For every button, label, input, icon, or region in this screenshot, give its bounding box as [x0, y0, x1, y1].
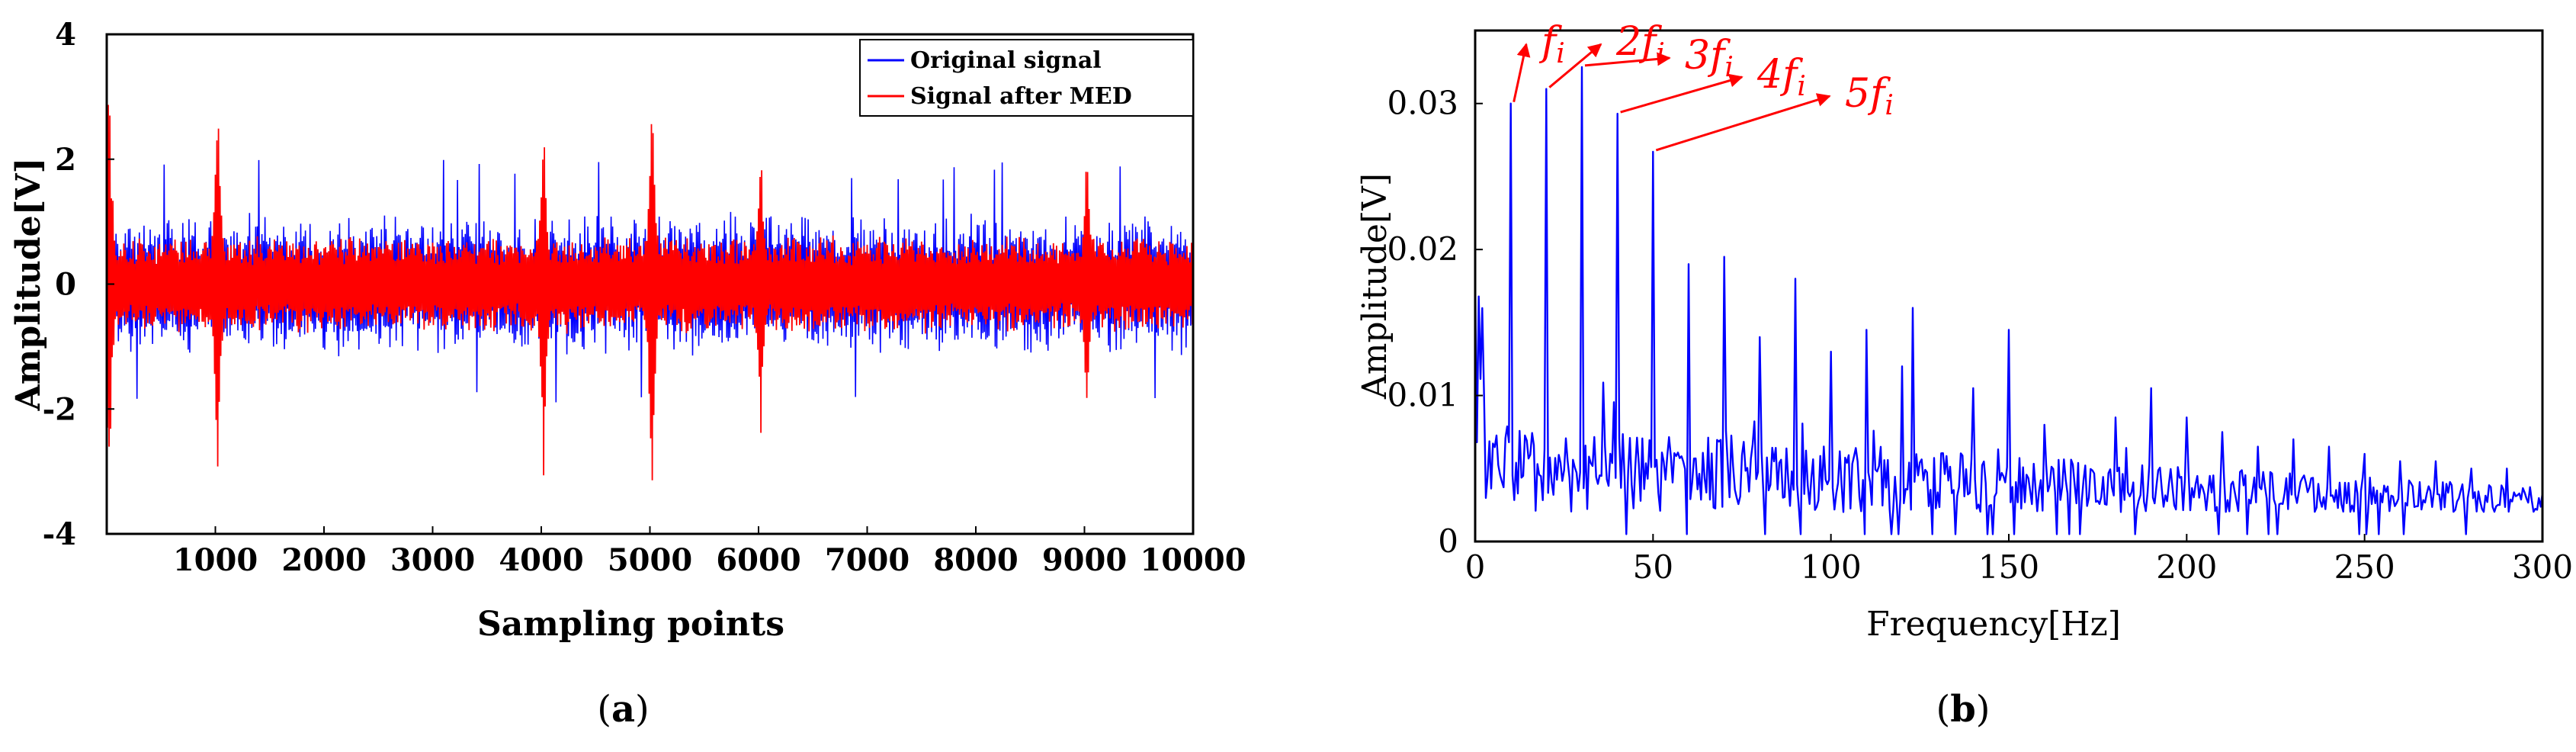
panel-b-plot-area — [1474, 66, 2544, 535]
x-tick-label: 5000 — [608, 542, 692, 578]
panel-a-letter: a — [611, 688, 635, 731]
legend-box — [859, 39, 1194, 117]
annotation-label: 5fi — [1845, 71, 1894, 121]
annotation-arrow — [1548, 43, 1602, 88]
y-tick-label: -2 — [43, 391, 76, 427]
x-tick-label: 300 — [2512, 548, 2573, 586]
panel-b-ticks: 0 50 100 150 200 250 300 0 0.01 0.02 0.03 — [1387, 85, 2573, 586]
x-tick-label: 200 — [2156, 548, 2217, 586]
panel-b-letter: b — [1950, 688, 1976, 731]
y-tick-label: 0.03 — [1387, 85, 1458, 122]
panel-a: 1000 2000 3000 4000 5000 6000 7000 8000 9000 1000… — [9, 17, 1246, 731]
x-tick-label: 100 — [1801, 548, 1862, 586]
annotation-arrow — [1620, 73, 1744, 114]
panel-b-x-axis-label: Frequency[Hz] — [1866, 605, 2121, 644]
annotation-subscript: i — [1724, 52, 1734, 83]
x-tick-label: 1000 — [173, 542, 258, 578]
legend-entry-original-signal: Original signal — [910, 47, 1102, 74]
panel-b-caption: (b) — [1936, 688, 1990, 731]
panel-b-harmonic-annotations: fi 2fi 3fi 4fi 5fi — [1513, 19, 1894, 152]
x-tick-label: 8000 — [933, 542, 1018, 578]
x-tick-label: 4000 — [499, 542, 583, 578]
panel-a-ticks: 1000 2000 3000 4000 5000 6000 7000 8000 9000 1000… — [43, 17, 1246, 578]
panel-a-caption: (a) — [597, 688, 650, 731]
y-tick-label: -4 — [43, 516, 76, 552]
panel-b-y-axis-label: Amplitude[V] — [1355, 173, 1394, 400]
y-tick-label: 0 — [55, 267, 76, 303]
annotation-arrow — [1655, 93, 1831, 152]
panel-a-y-axis-label: Amplitude[V] — [9, 158, 48, 412]
x-tick-label: 2000 — [281, 542, 366, 578]
panel-a-x-axis-label: Sampling points — [477, 605, 784, 644]
x-tick-label: 7000 — [825, 542, 909, 578]
annotation-label: fi — [1538, 19, 1565, 69]
x-tick-label: 0 — [1465, 548, 1486, 586]
annotation-label: 3fi — [1685, 33, 1734, 83]
y-tick-label: 2 — [55, 142, 76, 178]
legend-entry-signal-after-med: Signal after MED — [910, 83, 1132, 110]
panel-a-plot-area — [106, 104, 1194, 480]
x-tick-label: 3000 — [390, 542, 475, 578]
annotation-subscript: i — [1556, 38, 1565, 69]
y-tick-label: 0.02 — [1387, 230, 1458, 268]
series-spectrum — [1474, 66, 2544, 535]
series-signal-after-med — [106, 104, 1194, 480]
x-tick-label: 50 — [1633, 548, 1673, 586]
x-tick-label: 10000 — [1140, 542, 1246, 578]
y-tick-label: 0.01 — [1387, 377, 1458, 414]
x-tick-label: 6000 — [716, 542, 800, 578]
annotation-arrow — [1584, 52, 1671, 67]
annotation-arrow — [1513, 43, 1531, 103]
panel-a-legend: Original signal Signal after MED — [859, 39, 1194, 117]
y-tick-label: 4 — [55, 17, 76, 53]
annotation-subscript: i — [1885, 90, 1894, 121]
annotation-subscript: i — [1656, 38, 1665, 69]
y-tick-label: 0 — [1438, 522, 1458, 560]
annotation-label: 4fi — [1756, 52, 1806, 102]
x-tick-label: 9000 — [1042, 542, 1127, 578]
x-tick-label: 250 — [2334, 548, 2395, 586]
x-tick-label: 150 — [1978, 548, 2039, 586]
annotation-subscript: i — [1797, 71, 1806, 102]
